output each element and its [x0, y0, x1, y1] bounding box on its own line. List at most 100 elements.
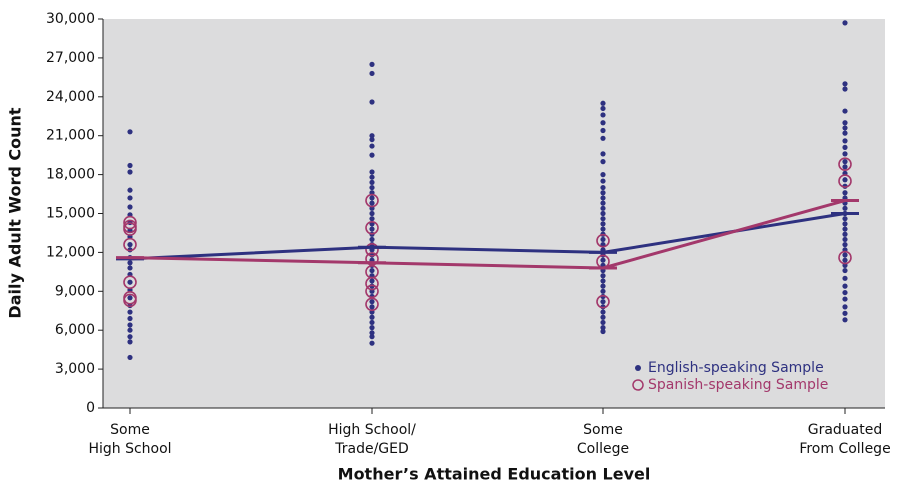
point [600, 319, 606, 326]
x-tick-label: Trade/GED [334, 441, 409, 457]
y-tick-label: 15,000 [46, 206, 95, 222]
legend-marker [635, 365, 641, 371]
legend-marker [632, 379, 644, 391]
point [842, 296, 848, 302]
point [127, 334, 133, 340]
point [127, 260, 133, 266]
point [842, 267, 848, 274]
x-tick-label: Some [110, 422, 150, 438]
point [369, 136, 375, 143]
point [127, 327, 133, 333]
point [842, 289, 848, 296]
x-tick-label: From College [799, 441, 890, 457]
y-tick-label: 9,000 [55, 283, 95, 299]
point [127, 295, 133, 301]
point [838, 157, 852, 172]
point [369, 314, 375, 320]
point [842, 151, 848, 157]
point [842, 81, 848, 87]
point [369, 179, 375, 185]
legend-label: Spanish-speaking Sample [648, 377, 828, 393]
point [600, 278, 606, 284]
point [127, 279, 133, 285]
point [600, 205, 606, 211]
point [600, 190, 606, 196]
point [838, 174, 852, 188]
point [600, 172, 606, 178]
point [365, 252, 379, 266]
point [838, 250, 852, 265]
y-tick-label: 30,000 [46, 11, 95, 27]
point [123, 222, 137, 236]
point [600, 210, 606, 217]
x-tick-label: College [577, 441, 629, 457]
point [596, 233, 610, 248]
point [842, 221, 848, 227]
point [842, 304, 848, 310]
point [127, 339, 133, 345]
point [369, 200, 375, 206]
point [600, 105, 606, 112]
point [369, 226, 375, 232]
x-axis-label: Mother’s Attained Education Level [338, 465, 651, 484]
point [369, 152, 375, 158]
x-tick-label: Graduated [808, 422, 883, 438]
point [127, 195, 133, 201]
point [123, 293, 137, 308]
point [369, 330, 375, 336]
point [123, 215, 137, 230]
point [600, 100, 606, 106]
point [600, 328, 606, 335]
point [600, 200, 606, 206]
point [369, 61, 375, 67]
point [127, 204, 133, 210]
point [369, 340, 375, 346]
y-tick-label: 0 [86, 400, 95, 416]
point [600, 236, 606, 243]
point [369, 210, 375, 217]
point [365, 220, 379, 235]
point [842, 231, 848, 237]
point [365, 276, 379, 291]
point [369, 133, 375, 139]
point [600, 159, 606, 165]
point [842, 125, 848, 131]
legend-label: English-speaking Sample [648, 360, 824, 376]
point [365, 193, 379, 208]
point [842, 190, 848, 196]
point [842, 205, 848, 211]
y-axis-label: Daily Adult Word Count [6, 107, 25, 318]
point [600, 273, 606, 279]
point [600, 221, 606, 227]
point [127, 354, 133, 361]
point [127, 265, 133, 271]
y-tick-label: 21,000 [46, 128, 95, 144]
point [842, 257, 848, 263]
point [365, 243, 379, 257]
point [842, 138, 848, 144]
point [369, 267, 375, 274]
point [369, 174, 375, 180]
point [369, 169, 375, 175]
point [127, 242, 133, 248]
point [127, 315, 133, 322]
point [369, 184, 375, 191]
plot-area [103, 19, 885, 408]
y-tick-label: 24,000 [46, 89, 95, 105]
point [369, 236, 375, 243]
point [369, 278, 375, 284]
point [127, 129, 133, 135]
point [842, 159, 848, 165]
point [600, 178, 606, 184]
mean-line [129, 199, 846, 270]
point [842, 236, 848, 243]
point [600, 226, 606, 232]
point [842, 177, 848, 183]
point [127, 322, 133, 328]
point [600, 257, 606, 263]
y-tick-label: 27,000 [46, 50, 95, 66]
point [842, 86, 848, 92]
point [600, 283, 606, 289]
point [600, 127, 606, 134]
point [600, 120, 606, 126]
